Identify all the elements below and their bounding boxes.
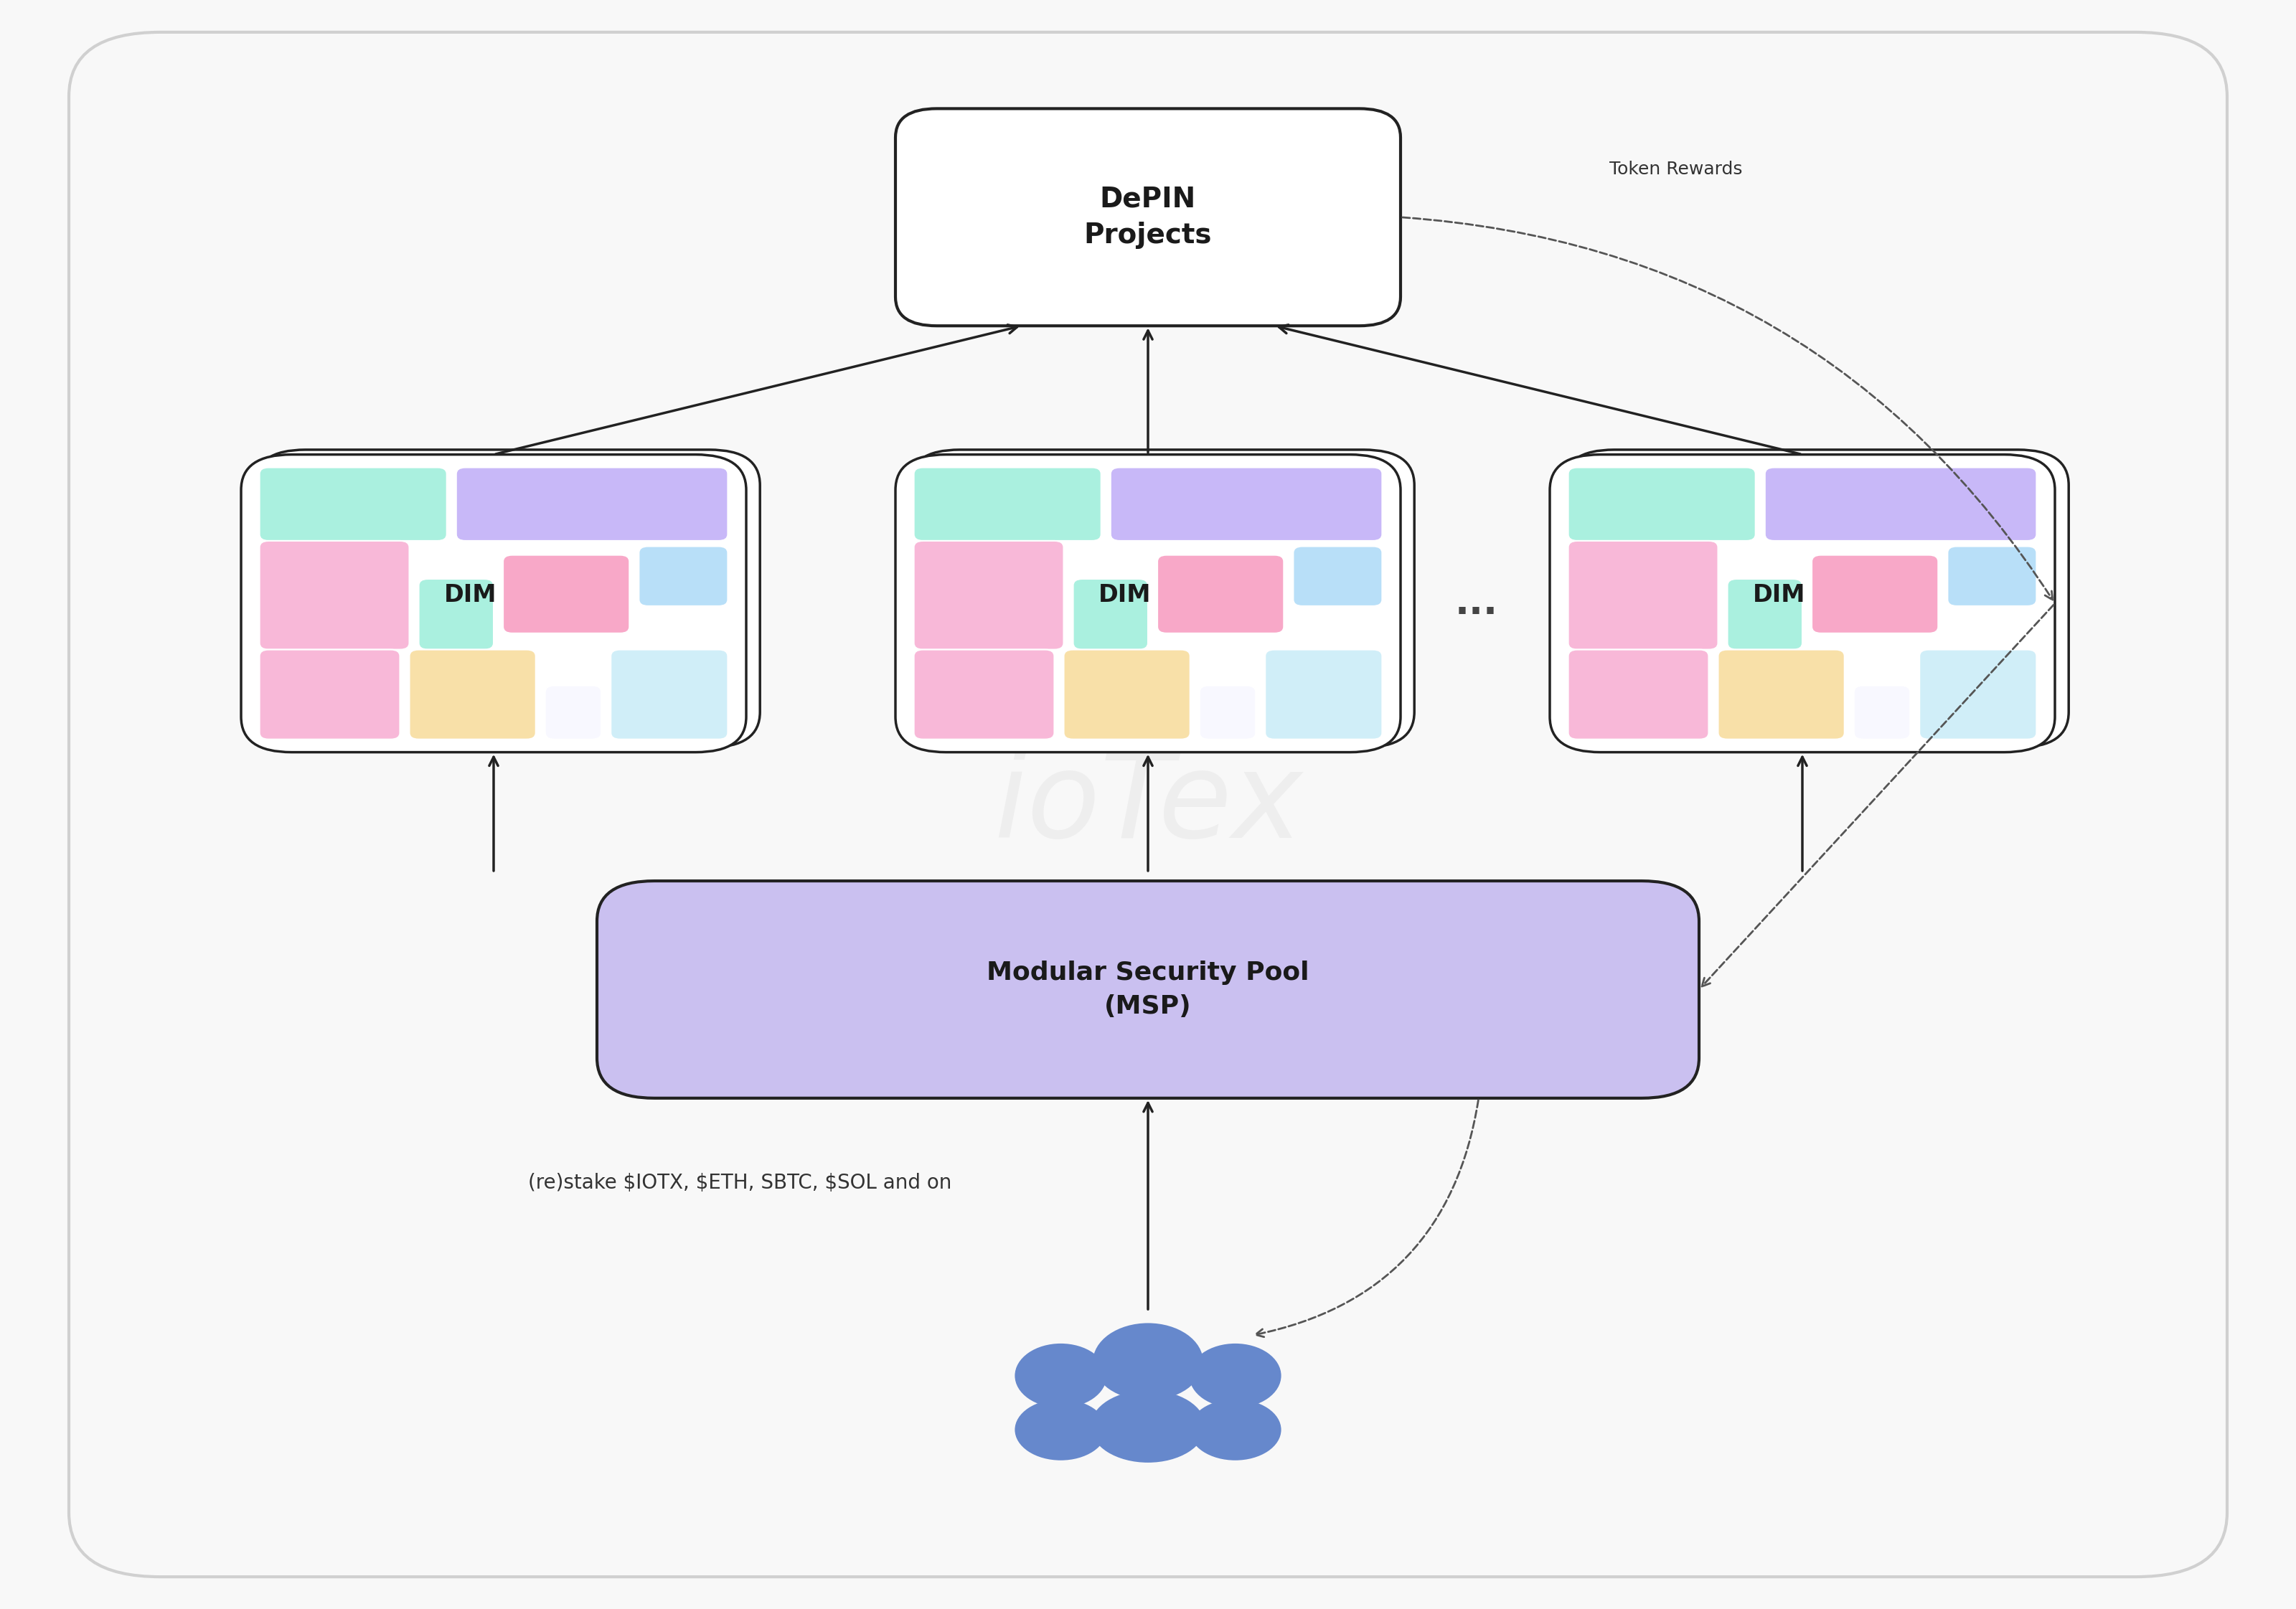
FancyBboxPatch shape [1812, 555, 1938, 634]
Text: ...: ... [1456, 584, 1497, 623]
FancyBboxPatch shape [1766, 468, 2037, 541]
FancyBboxPatch shape [895, 455, 1401, 753]
FancyBboxPatch shape [1265, 650, 1382, 740]
Text: DIM: DIM [1097, 584, 1150, 607]
FancyBboxPatch shape [597, 882, 1699, 1097]
FancyBboxPatch shape [914, 541, 1063, 650]
Text: Token Rewards: Token Rewards [1609, 161, 1743, 177]
FancyBboxPatch shape [1293, 547, 1382, 607]
Circle shape [1015, 1344, 1107, 1408]
FancyBboxPatch shape [1568, 468, 1756, 541]
FancyBboxPatch shape [1947, 547, 2037, 607]
FancyBboxPatch shape [1111, 468, 1382, 541]
FancyBboxPatch shape [457, 468, 728, 541]
Text: DePIN
Projects: DePIN Projects [1084, 185, 1212, 249]
FancyBboxPatch shape [909, 451, 1414, 748]
FancyBboxPatch shape [1919, 650, 2037, 740]
Text: ioTex: ioTex [994, 747, 1302, 862]
FancyBboxPatch shape [914, 468, 1102, 541]
FancyBboxPatch shape [255, 451, 760, 748]
Ellipse shape [1091, 1390, 1205, 1463]
FancyBboxPatch shape [503, 555, 629, 634]
FancyBboxPatch shape [914, 650, 1054, 740]
FancyBboxPatch shape [259, 650, 400, 740]
Text: Modular Security Pool
(MSP): Modular Security Pool (MSP) [987, 961, 1309, 1018]
FancyBboxPatch shape [418, 579, 494, 650]
FancyBboxPatch shape [1568, 541, 1717, 650]
FancyBboxPatch shape [1063, 650, 1189, 740]
FancyBboxPatch shape [69, 32, 2227, 1577]
Circle shape [1189, 1344, 1281, 1408]
FancyBboxPatch shape [1568, 650, 1708, 740]
FancyBboxPatch shape [1717, 650, 1844, 740]
FancyBboxPatch shape [259, 541, 409, 650]
FancyBboxPatch shape [1727, 579, 1802, 650]
Text: (re)stake $IOTX, $ETH, SBTC, $SOL and on: (re)stake $IOTX, $ETH, SBTC, $SOL and on [528, 1173, 951, 1192]
FancyBboxPatch shape [1853, 685, 1910, 740]
FancyBboxPatch shape [1564, 451, 2069, 748]
Ellipse shape [1015, 1400, 1107, 1461]
Text: DIM: DIM [443, 584, 496, 607]
FancyBboxPatch shape [1199, 685, 1256, 740]
FancyBboxPatch shape [259, 468, 448, 541]
FancyBboxPatch shape [1072, 579, 1148, 650]
FancyBboxPatch shape [409, 650, 535, 740]
FancyBboxPatch shape [638, 547, 728, 607]
FancyBboxPatch shape [241, 455, 746, 753]
Ellipse shape [1189, 1400, 1281, 1461]
FancyBboxPatch shape [544, 685, 602, 740]
FancyBboxPatch shape [1550, 455, 2055, 753]
FancyBboxPatch shape [895, 109, 1401, 325]
FancyBboxPatch shape [611, 650, 728, 740]
Circle shape [1093, 1323, 1203, 1400]
Text: DIM: DIM [1752, 584, 1805, 607]
FancyBboxPatch shape [1157, 555, 1283, 634]
